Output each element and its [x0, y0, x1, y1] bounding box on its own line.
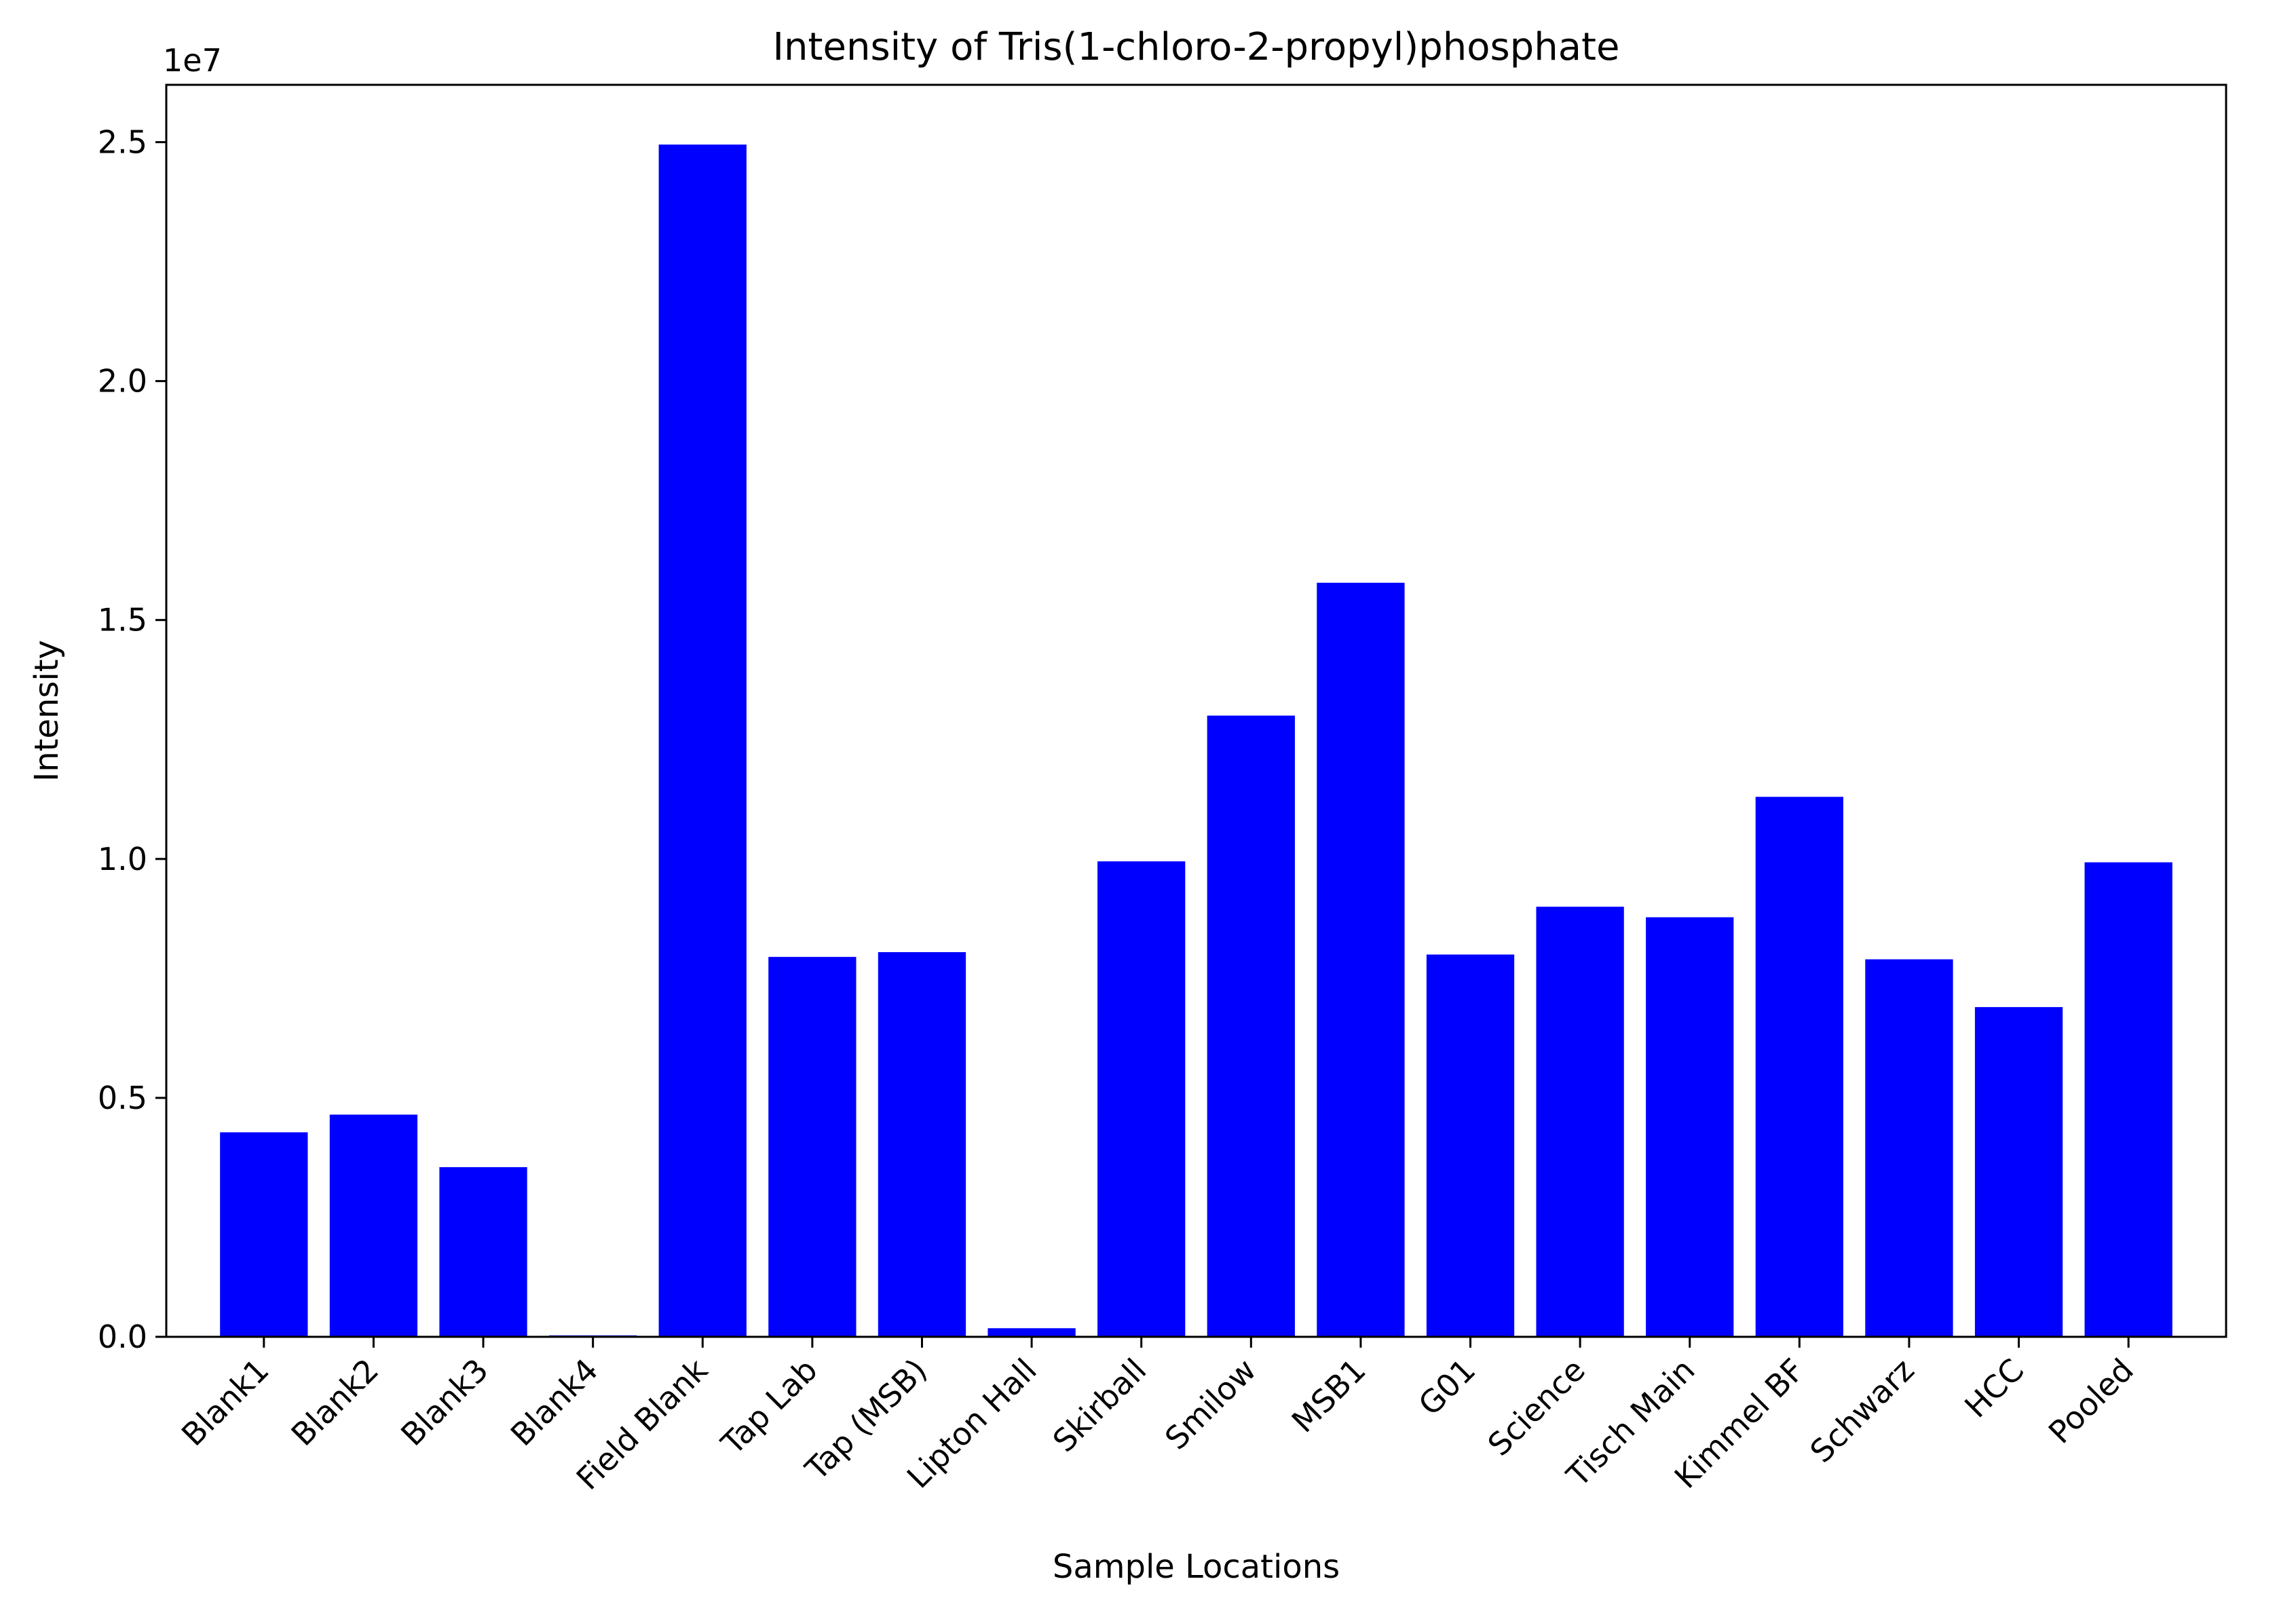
- bar-msb1: [1317, 582, 1405, 1337]
- bar-pooled: [2084, 862, 2172, 1337]
- bar-tap-lab: [768, 957, 857, 1337]
- bars-group: [220, 145, 2172, 1337]
- bar-field-blank: [658, 145, 747, 1337]
- bar-lipton-hall: [987, 1328, 1076, 1337]
- y-axis-ticks: 0.0 0.5 1.0 1.5 2.0 2.5: [98, 124, 166, 1355]
- bar-schwarz: [1865, 959, 1953, 1337]
- y-tick-label: 2.5: [98, 124, 147, 161]
- bar-blank3: [439, 1167, 527, 1337]
- bar-g01: [1426, 954, 1515, 1337]
- bar-tap-msb: [878, 952, 966, 1337]
- bar-skirball: [1097, 861, 1186, 1337]
- chart-title: Intensity of Tris(1-chloro-2-propyl)phos…: [773, 25, 1620, 69]
- y-tick-label: 1.0: [98, 841, 147, 877]
- bar-tisch-main: [1646, 917, 1734, 1337]
- bar-kimmel-bf: [1755, 797, 1843, 1337]
- y-tick-label: 1.5: [98, 602, 147, 639]
- y-tick-label: 0.5: [98, 1080, 147, 1116]
- bar-blank1: [220, 1132, 308, 1337]
- bar-smilow: [1207, 715, 1295, 1337]
- y-axis-label: Intensity: [28, 640, 66, 782]
- y-tick-label: 0.0: [98, 1318, 147, 1355]
- y-axis-offset-label: 1e7: [163, 42, 222, 79]
- x-axis-label: Sample Locations: [1053, 1548, 1340, 1586]
- y-tick-label: 2.0: [98, 363, 147, 400]
- bar-science: [1536, 907, 1624, 1337]
- plot-frame: [165, 83, 2227, 1338]
- bar-blank2: [329, 1114, 418, 1337]
- bar-hcc: [1974, 1007, 2063, 1337]
